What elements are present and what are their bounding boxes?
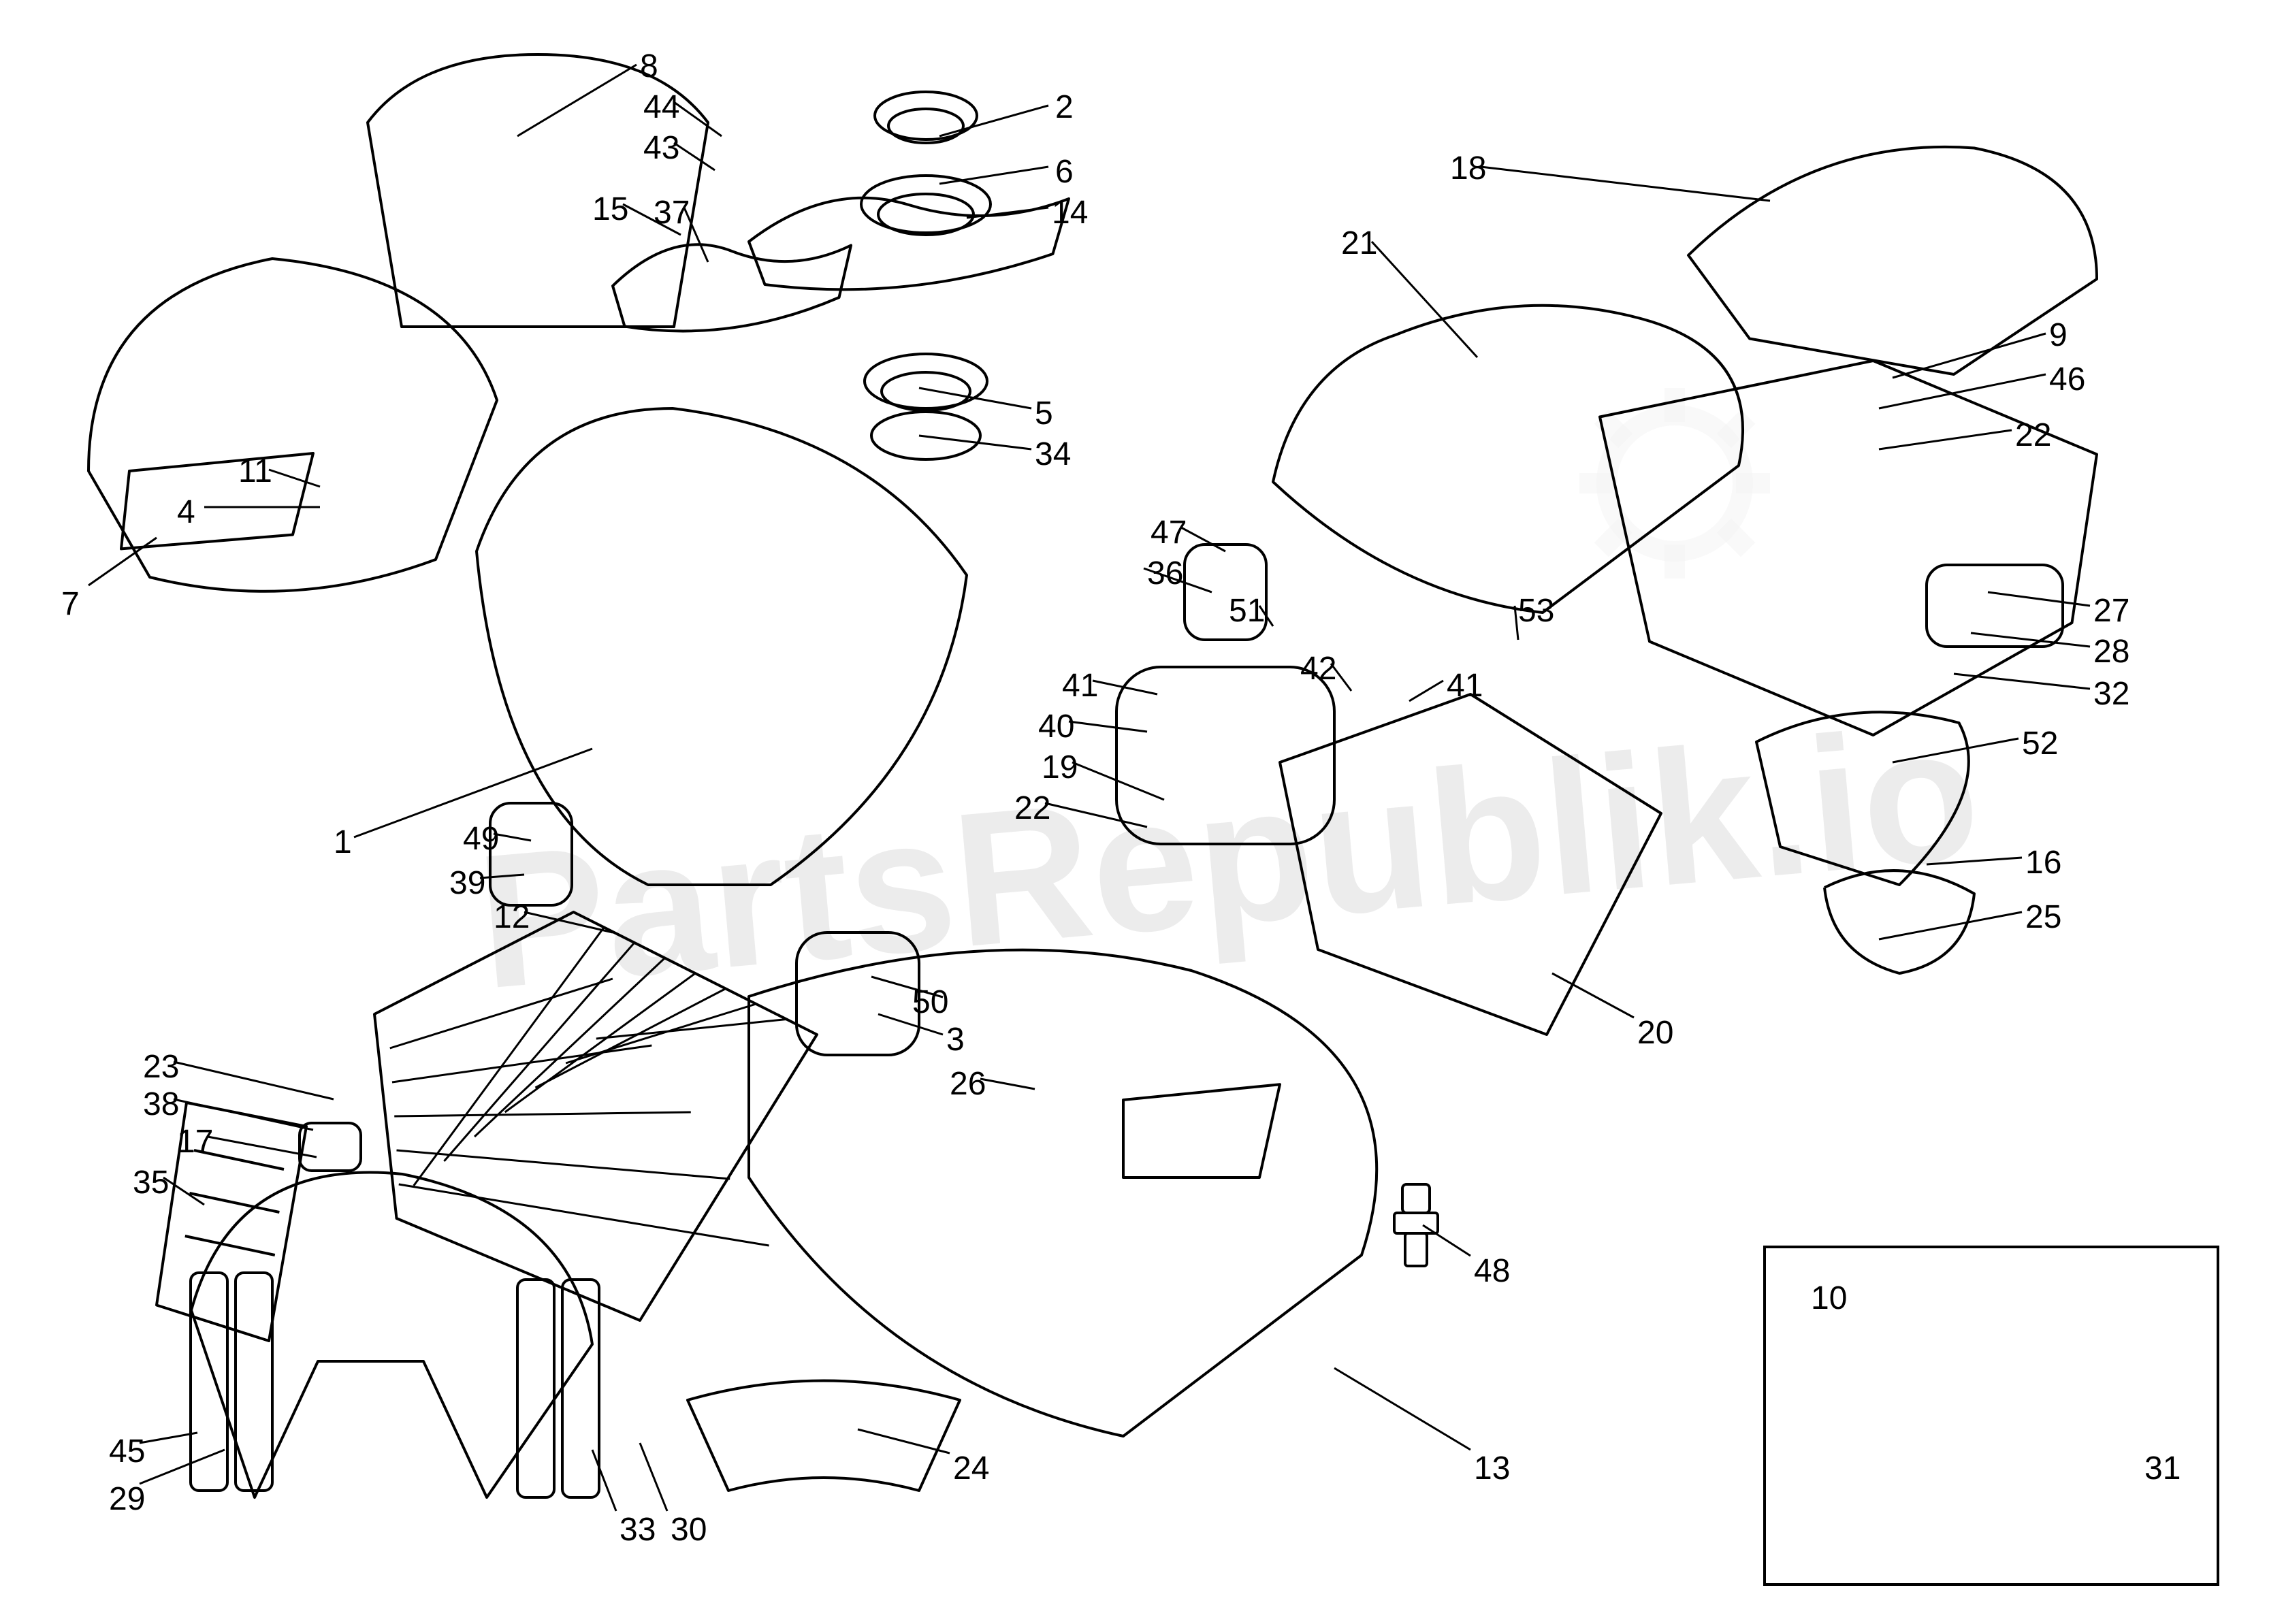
callout-28: 28 [2093, 633, 2129, 670]
callout-31: 31 [2144, 1450, 2181, 1487]
callout-11: 11 [238, 453, 272, 490]
callout-6: 6 [1055, 153, 1074, 191]
callout-22: 22 [2015, 417, 2051, 454]
callout-52: 52 [2022, 725, 2058, 762]
callout-3: 3 [946, 1021, 965, 1058]
callout-22: 22 [1014, 790, 1050, 827]
callout-42: 42 [1300, 650, 1336, 687]
exploded-diagram: PartsRepublik.io 12345678910111213141516… [0, 0, 2284, 1624]
callout-44: 44 [643, 88, 679, 126]
callout-26: 26 [950, 1065, 986, 1103]
callout-50: 50 [912, 984, 948, 1021]
callout-8: 8 [640, 48, 658, 85]
callout-13: 13 [1474, 1450, 1510, 1487]
callout-46: 46 [2049, 361, 2085, 398]
callout-10: 10 [1811, 1280, 1847, 1317]
callout-29: 29 [109, 1480, 145, 1518]
callout-49: 49 [463, 820, 499, 858]
callout-23: 23 [143, 1048, 179, 1086]
callout-24: 24 [953, 1450, 989, 1487]
callout-20: 20 [1637, 1014, 1673, 1052]
callout-19: 19 [1042, 749, 1078, 786]
callout-18: 18 [1450, 150, 1486, 187]
callout-1: 1 [334, 824, 352, 861]
callout-41: 41 [1062, 667, 1098, 704]
callout-27: 27 [2093, 592, 2129, 630]
callout-4: 4 [177, 493, 195, 531]
watermark-text: PartsRepublik.io [470, 683, 1987, 1032]
callout-2: 2 [1055, 88, 1074, 126]
callout-14: 14 [1052, 194, 1088, 231]
callout-40: 40 [1038, 708, 1074, 745]
callout-15: 15 [592, 191, 628, 228]
callout-35: 35 [133, 1164, 169, 1201]
callout-34: 34 [1035, 436, 1071, 473]
callout-30: 30 [671, 1511, 707, 1548]
callout-47: 47 [1151, 514, 1187, 551]
callout-43: 43 [643, 129, 679, 167]
callout-51: 51 [1229, 592, 1265, 630]
callout-9: 9 [2049, 316, 2068, 354]
callout-53: 53 [1518, 592, 1554, 630]
callout-39: 39 [449, 864, 485, 902]
callout-7: 7 [61, 585, 80, 623]
callout-17: 17 [177, 1123, 213, 1160]
callout-45: 45 [109, 1433, 145, 1470]
watermark-gear-icon [1579, 388, 1770, 579]
callout-32: 32 [2093, 675, 2129, 713]
callout-12: 12 [494, 898, 530, 936]
callout-5: 5 [1035, 395, 1053, 432]
callout-38: 38 [143, 1086, 179, 1123]
callout-41: 41 [1447, 667, 1483, 704]
callout-37: 37 [654, 194, 690, 231]
callout-25: 25 [2025, 898, 2061, 936]
callout-21: 21 [1341, 225, 1377, 262]
callout-36: 36 [1147, 555, 1183, 592]
callout-48: 48 [1474, 1252, 1510, 1290]
callout-33: 33 [620, 1511, 656, 1548]
callout-16: 16 [2025, 844, 2061, 881]
